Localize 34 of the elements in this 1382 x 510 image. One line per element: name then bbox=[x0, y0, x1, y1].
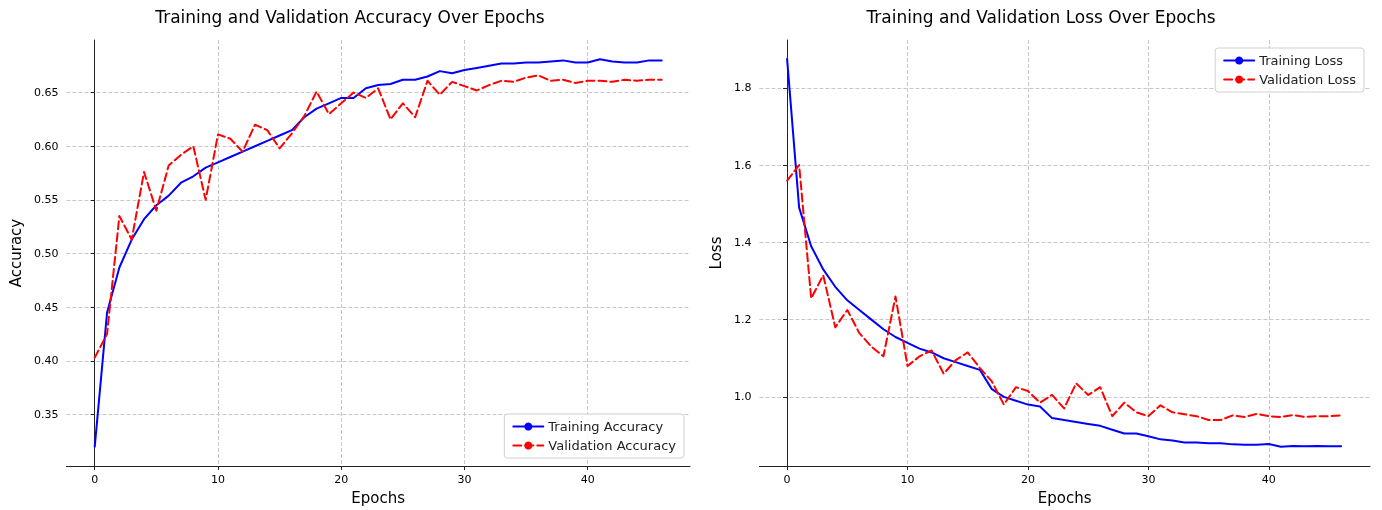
y-tick-label: 0.45 bbox=[33, 300, 59, 314]
x-tick-label: 0 bbox=[783, 473, 791, 486]
y-tick-label: 0.60 bbox=[33, 139, 59, 153]
y-tick-label: 0.50 bbox=[33, 247, 59, 261]
y-axis-title: Loss bbox=[706, 236, 725, 270]
x-tick-label: 10 bbox=[210, 473, 225, 486]
x-tick-label: 40 bbox=[1261, 473, 1276, 486]
y-tick-label: 0.35 bbox=[33, 407, 59, 421]
x-tick-label: 30 bbox=[1141, 473, 1156, 486]
chart-title: Training and Validation Loss Over Epochs bbox=[865, 6, 1216, 27]
y-tick-label: 1.4 bbox=[733, 235, 752, 249]
x-tick-label: 20 bbox=[1020, 473, 1035, 486]
y-tick-label: 0.40 bbox=[33, 354, 59, 368]
y-tick-label: 1.6 bbox=[733, 158, 752, 172]
y-tick-label: 1.0 bbox=[733, 390, 752, 404]
x-tick-label: 40 bbox=[580, 473, 595, 486]
x-tick-label: 0 bbox=[91, 473, 99, 486]
y-tick-label: 0.55 bbox=[33, 193, 59, 207]
legend-label: Training Accuracy bbox=[547, 419, 664, 434]
line-series bbox=[93, 74, 663, 359]
line-series bbox=[786, 164, 1343, 422]
x-tick-label: 20 bbox=[334, 473, 349, 486]
y-tick-label: 1.2 bbox=[733, 313, 752, 327]
x-tick-label: 30 bbox=[457, 473, 472, 486]
x-axis-title: Epochs bbox=[351, 488, 406, 507]
legend-label: Training Loss bbox=[1258, 53, 1344, 68]
chart-title: Training and Validation Accuracy Over Epochs bbox=[154, 6, 545, 27]
legend-label: Validation Loss bbox=[1259, 72, 1357, 87]
legend-label: Validation Accuracy bbox=[548, 438, 677, 453]
y-axis-title: Accuracy bbox=[6, 218, 25, 288]
y-tick-label: 1.8 bbox=[733, 81, 752, 95]
y-tick-label: 0.65 bbox=[33, 86, 59, 100]
x-tick-label: 10 bbox=[900, 473, 915, 486]
x-axis-title: Epochs bbox=[1037, 488, 1092, 507]
